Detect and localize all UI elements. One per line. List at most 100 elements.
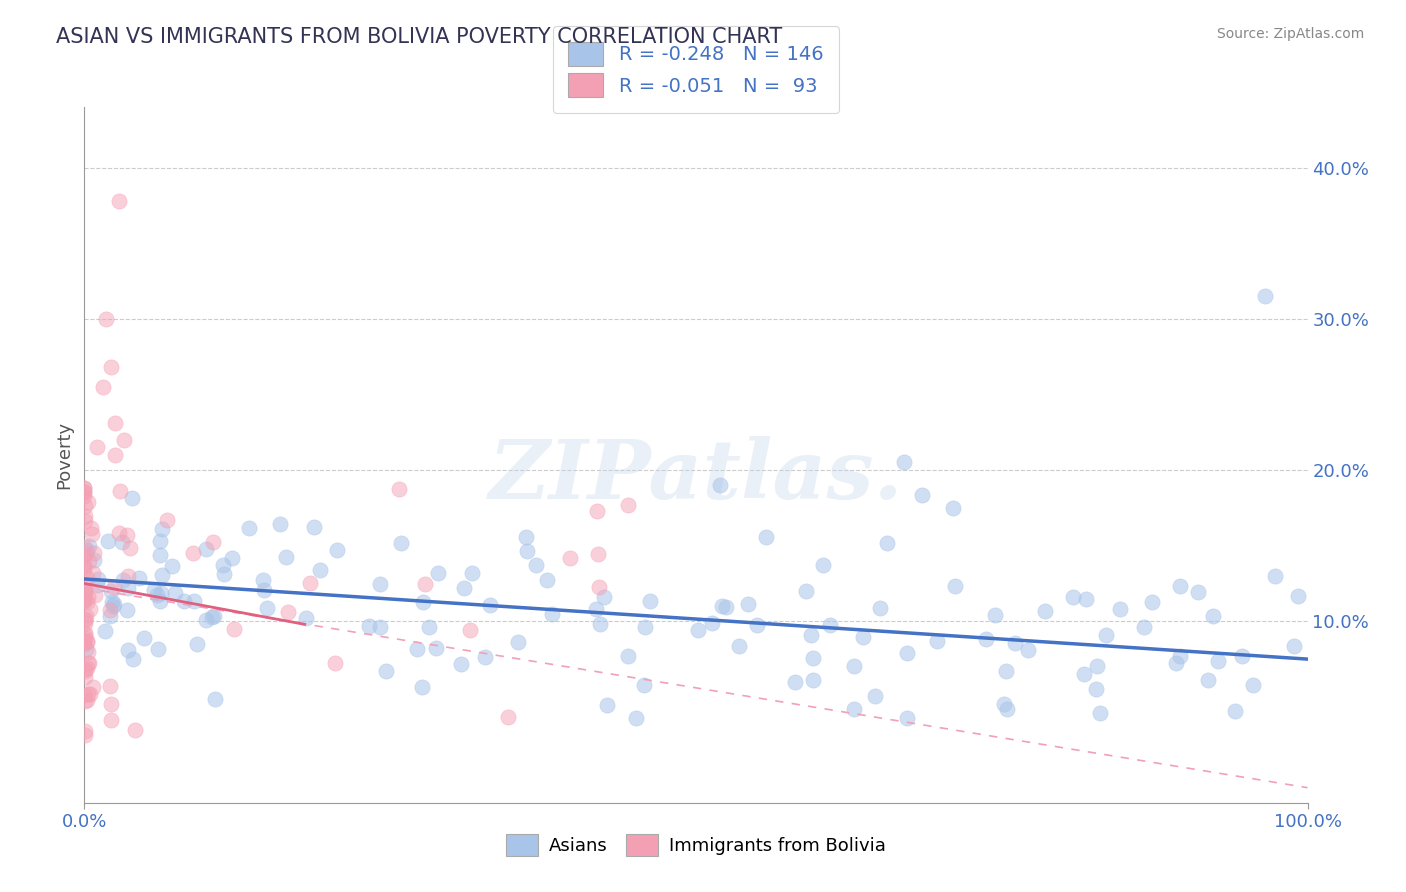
Point — [100, 360, 122, 375]
Point — [73, 481, 96, 495]
Point — [1223, 704, 1246, 718]
Point — [818, 618, 841, 632]
Point — [73, 549, 96, 563]
Point — [73, 514, 96, 528]
Point — [1197, 673, 1219, 687]
Point — [1133, 620, 1156, 634]
Point — [588, 617, 610, 632]
Point — [474, 649, 496, 664]
Point — [76, 594, 98, 608]
Point — [803, 651, 825, 665]
Point — [181, 546, 204, 560]
Point — [117, 581, 139, 595]
Point — [73, 580, 96, 594]
Point — [413, 577, 436, 591]
Point — [73, 584, 96, 599]
Point — [304, 519, 326, 533]
Point — [98, 609, 121, 624]
Point — [745, 618, 768, 632]
Point — [370, 576, 392, 591]
Point — [107, 526, 129, 541]
Point — [633, 678, 655, 692]
Point — [149, 594, 172, 608]
Point — [617, 649, 640, 664]
Point — [1264, 568, 1286, 582]
Point — [83, 553, 105, 567]
Point — [143, 583, 166, 598]
Point — [117, 569, 139, 583]
Point — [82, 566, 104, 580]
Point — [112, 433, 135, 447]
Point — [325, 543, 347, 558]
Point — [73, 591, 96, 606]
Point — [995, 664, 1018, 678]
Point — [586, 504, 609, 518]
Point — [214, 566, 236, 581]
Point — [82, 681, 104, 695]
Point — [374, 664, 396, 678]
Point — [893, 455, 915, 469]
Point — [224, 622, 246, 636]
Point — [73, 481, 96, 495]
Point — [974, 632, 997, 646]
Point — [863, 689, 886, 703]
Point — [121, 652, 143, 666]
Y-axis label: Poverty: Poverty — [55, 421, 73, 489]
Point — [524, 558, 547, 572]
Point — [506, 635, 529, 649]
Point — [295, 611, 318, 625]
Point — [77, 539, 100, 553]
Point — [412, 595, 434, 609]
Point — [104, 416, 127, 430]
Point — [799, 628, 821, 642]
Point — [79, 656, 101, 670]
Point — [76, 661, 98, 675]
Point — [1241, 678, 1264, 692]
Point — [1033, 604, 1056, 618]
Point — [688, 623, 710, 637]
Point — [146, 641, 169, 656]
Point — [104, 448, 127, 462]
Point — [73, 613, 96, 627]
Point — [1164, 656, 1187, 670]
Point — [702, 615, 724, 630]
Point — [73, 485, 96, 500]
Point — [1062, 590, 1084, 604]
Point — [173, 594, 195, 608]
Point — [993, 697, 1015, 711]
Point — [76, 633, 98, 648]
Legend: Asians, Immigrants from Bolivia: Asians, Immigrants from Bolivia — [499, 827, 893, 863]
Point — [134, 631, 156, 645]
Point — [1085, 682, 1108, 697]
Point — [98, 679, 121, 693]
Point — [75, 585, 97, 599]
Point — [221, 551, 243, 566]
Point — [202, 534, 225, 549]
Point — [1074, 592, 1097, 607]
Point — [617, 498, 640, 512]
Point — [75, 641, 97, 656]
Point — [76, 692, 98, 706]
Point — [453, 581, 475, 595]
Point — [150, 522, 173, 536]
Point — [710, 599, 733, 613]
Point — [73, 723, 96, 738]
Point — [536, 573, 558, 587]
Point — [186, 637, 208, 651]
Point — [515, 530, 537, 544]
Point — [1254, 289, 1277, 303]
Point — [585, 602, 607, 616]
Point — [150, 568, 173, 582]
Point — [911, 488, 934, 502]
Point — [995, 702, 1018, 716]
Point — [73, 670, 96, 684]
Text: ZIPatlas.: ZIPatlas. — [489, 436, 903, 516]
Point — [368, 620, 391, 634]
Point — [80, 521, 103, 535]
Point — [163, 586, 186, 600]
Point — [100, 713, 122, 727]
Point — [1187, 584, 1209, 599]
Point — [75, 664, 97, 678]
Point — [461, 566, 484, 581]
Point — [76, 656, 98, 670]
